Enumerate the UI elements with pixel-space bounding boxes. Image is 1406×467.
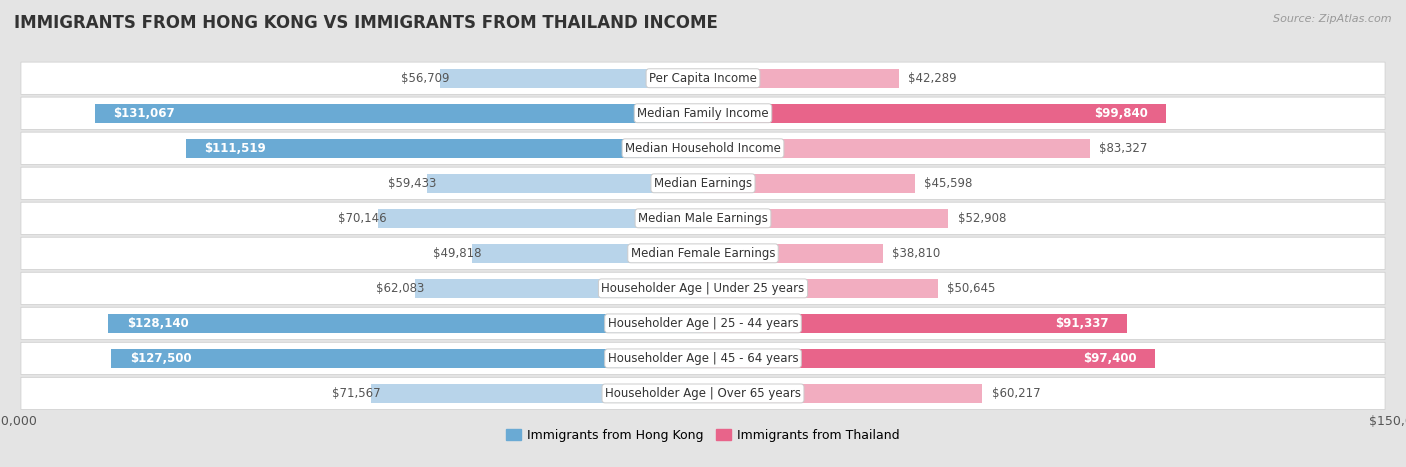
FancyBboxPatch shape — [21, 377, 1385, 410]
Text: $52,908: $52,908 — [957, 212, 1007, 225]
Text: $70,146: $70,146 — [339, 212, 387, 225]
Text: Householder Age | Over 65 years: Householder Age | Over 65 years — [605, 387, 801, 400]
Text: Median Family Income: Median Family Income — [637, 107, 769, 120]
Text: $59,433: $59,433 — [388, 177, 436, 190]
Text: $56,709: $56,709 — [401, 72, 449, 85]
Bar — [703, 174, 914, 193]
Text: $50,645: $50,645 — [948, 282, 995, 295]
Bar — [378, 209, 703, 228]
FancyBboxPatch shape — [21, 307, 1385, 340]
Text: Median Earnings: Median Earnings — [654, 177, 752, 190]
FancyBboxPatch shape — [21, 342, 1385, 375]
Bar — [440, 69, 703, 88]
FancyBboxPatch shape — [21, 202, 1385, 234]
Bar — [703, 314, 1126, 333]
Bar — [703, 279, 938, 298]
Text: $38,810: $38,810 — [893, 247, 941, 260]
Bar — [371, 384, 703, 403]
FancyBboxPatch shape — [21, 97, 1385, 129]
Bar — [94, 104, 703, 123]
Bar — [111, 349, 703, 368]
Text: $97,400: $97,400 — [1083, 352, 1136, 365]
Text: $127,500: $127,500 — [129, 352, 191, 365]
FancyBboxPatch shape — [21, 272, 1385, 304]
Text: Per Capita Income: Per Capita Income — [650, 72, 756, 85]
Bar — [703, 209, 949, 228]
Bar — [703, 244, 883, 263]
Bar — [703, 349, 1154, 368]
Text: Source: ZipAtlas.com: Source: ZipAtlas.com — [1274, 14, 1392, 24]
Text: $83,327: $83,327 — [1099, 142, 1147, 155]
Bar — [703, 139, 1090, 158]
Text: Median Household Income: Median Household Income — [626, 142, 780, 155]
Text: Householder Age | Under 25 years: Householder Age | Under 25 years — [602, 282, 804, 295]
Bar — [703, 104, 1166, 123]
Text: Householder Age | 25 - 44 years: Householder Age | 25 - 44 years — [607, 317, 799, 330]
Bar — [703, 69, 900, 88]
Legend: Immigrants from Hong Kong, Immigrants from Thailand: Immigrants from Hong Kong, Immigrants fr… — [501, 424, 905, 447]
Text: $71,567: $71,567 — [332, 387, 380, 400]
Text: Median Male Earnings: Median Male Earnings — [638, 212, 768, 225]
FancyBboxPatch shape — [21, 167, 1385, 199]
Text: Median Female Earnings: Median Female Earnings — [631, 247, 775, 260]
FancyBboxPatch shape — [21, 132, 1385, 164]
FancyBboxPatch shape — [21, 237, 1385, 269]
Text: $60,217: $60,217 — [991, 387, 1040, 400]
Text: $128,140: $128,140 — [127, 317, 188, 330]
Bar — [186, 139, 703, 158]
Text: $62,083: $62,083 — [375, 282, 425, 295]
Text: $111,519: $111,519 — [204, 142, 266, 155]
Bar — [108, 314, 703, 333]
Text: $49,818: $49,818 — [433, 247, 481, 260]
Text: IMMIGRANTS FROM HONG KONG VS IMMIGRANTS FROM THAILAND INCOME: IMMIGRANTS FROM HONG KONG VS IMMIGRANTS … — [14, 14, 718, 32]
Text: $42,289: $42,289 — [908, 72, 957, 85]
Text: $45,598: $45,598 — [924, 177, 972, 190]
Bar — [472, 244, 703, 263]
FancyBboxPatch shape — [21, 62, 1385, 94]
Bar — [415, 279, 703, 298]
Text: Householder Age | 45 - 64 years: Householder Age | 45 - 64 years — [607, 352, 799, 365]
Text: $99,840: $99,840 — [1094, 107, 1147, 120]
Text: $131,067: $131,067 — [114, 107, 176, 120]
Bar — [703, 384, 983, 403]
Text: $91,337: $91,337 — [1054, 317, 1108, 330]
Bar — [427, 174, 703, 193]
